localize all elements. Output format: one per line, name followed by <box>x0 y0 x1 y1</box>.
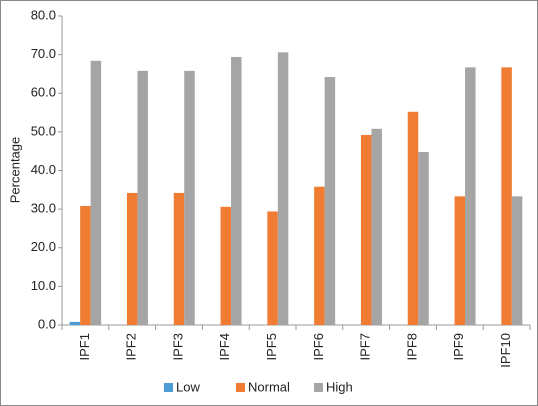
y-tick-label: 30.0 <box>31 201 56 216</box>
bar <box>126 192 138 325</box>
y-tick-label: 10.0 <box>31 278 56 293</box>
x-tick-label: IPF10 <box>498 333 513 368</box>
y-tick-label: 0.0 <box>38 316 56 331</box>
bar <box>173 192 185 325</box>
legend-swatch <box>164 383 173 392</box>
bar <box>267 211 278 325</box>
bar <box>418 151 429 325</box>
x-tick-label: IPF7 <box>358 333 373 360</box>
y-tick-label: 50.0 <box>31 123 56 138</box>
bar <box>454 196 466 325</box>
bar <box>137 70 148 325</box>
y-axis-label: Percentage <box>7 137 22 204</box>
bar <box>80 206 91 325</box>
legend-label: Low <box>176 379 200 394</box>
bar <box>407 111 419 325</box>
x-tick-label: IPF6 <box>311 333 326 360</box>
bar <box>277 52 289 326</box>
legend-swatch <box>236 383 245 392</box>
y-tick-label: 60.0 <box>31 85 56 100</box>
x-tick-label: IPF3 <box>170 333 185 360</box>
bar <box>465 67 476 325</box>
legend-swatch <box>314 383 323 392</box>
legend-label: Normal <box>248 379 290 394</box>
bar <box>69 321 81 325</box>
y-tick-label: 40.0 <box>31 162 56 177</box>
x-tick-label: IPF2 <box>124 333 139 360</box>
y-tick-label: 70.0 <box>31 46 56 61</box>
x-tick-label: IPF8 <box>404 333 419 360</box>
bar <box>324 77 336 325</box>
bar <box>231 56 242 325</box>
x-tick-label: IPF1 <box>77 333 92 360</box>
y-tick-label: 80.0 <box>31 7 56 22</box>
bar <box>511 196 523 325</box>
bar <box>501 67 512 325</box>
bar <box>314 186 325 325</box>
bar <box>360 134 372 325</box>
x-tick-label: IPF9 <box>451 333 466 360</box>
x-tick-label: IPF5 <box>264 333 279 360</box>
bar <box>371 128 382 325</box>
bar <box>220 206 232 325</box>
bar <box>90 60 102 326</box>
legend-label: High <box>326 379 353 394</box>
x-tick-label: IPF4 <box>217 333 232 360</box>
bar <box>184 70 195 325</box>
y-tick-label: 20.0 <box>31 239 56 254</box>
